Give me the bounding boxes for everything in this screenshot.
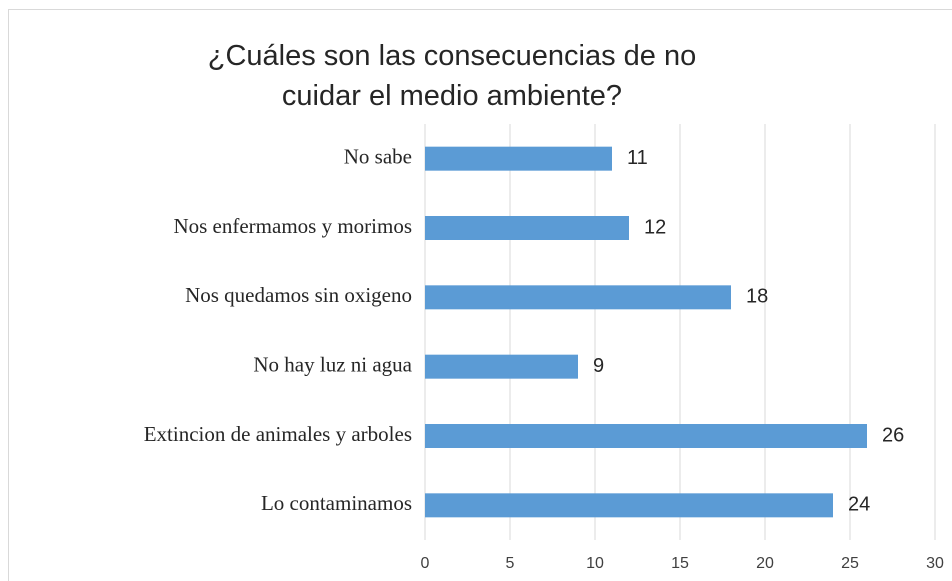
value-label: 18 [746, 286, 768, 308]
x-tick-label: 5 [506, 555, 515, 572]
value-label: 9 [593, 355, 604, 377]
value-label: 24 [848, 494, 870, 516]
bar [425, 146, 612, 171]
bar [425, 493, 833, 518]
y-tick-label: No hay luz ni agua [253, 352, 412, 376]
y-tick-label: Nos quedamos sin oxigeno [185, 283, 412, 307]
x-tick-label: 20 [756, 555, 774, 572]
value-label: 12 [644, 216, 666, 238]
y-tick-label: Nos enfermamos y morimos [173, 214, 412, 238]
bar [425, 216, 629, 240]
y-tick-label: No sabe [344, 144, 412, 168]
x-tick-label: 10 [586, 555, 604, 572]
bar [425, 285, 731, 310]
x-tick-label: 30 [926, 555, 944, 572]
y-tick-label: Lo contaminamos [261, 491, 412, 515]
x-tick-label: 15 [671, 555, 689, 572]
chart-title: ¿Cuáles son las consecuencias de no cuid… [207, 40, 697, 112]
x-tick-label: 25 [841, 555, 859, 572]
bar [425, 354, 578, 379]
y-tick-label: Extincion de animales y arboles [144, 422, 412, 446]
value-label: 26 [882, 424, 904, 446]
bar [425, 424, 867, 448]
chart-border [8, 9, 952, 581]
x-tick-label: 0 [421, 555, 430, 572]
value-label: 11 [627, 147, 648, 169]
